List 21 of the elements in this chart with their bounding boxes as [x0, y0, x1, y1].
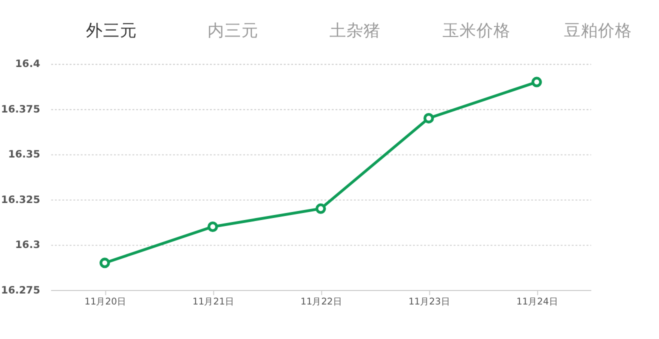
y-tick-label: 16.3 — [15, 240, 40, 252]
text: 内三元 — [208, 21, 259, 40]
x-tick-label: 11月21日 — [192, 296, 234, 308]
x-tick-label: 11月20日 — [84, 296, 126, 308]
y-tick-label: 16.35 — [8, 150, 40, 161]
x-tick-label: 11月23日 — [408, 296, 450, 308]
y-tick-label: 16.275 — [1, 285, 40, 296]
point — [423, 112, 434, 124]
point — [100, 258, 110, 268]
x-tick-label: 11月24日 — [516, 296, 558, 308]
y-tick-label: 16.325 — [1, 194, 40, 206]
point — [315, 203, 326, 214]
point — [531, 76, 542, 88]
text: 玉米价格 — [442, 21, 511, 40]
x-tick-label: 11月22日 — [300, 296, 342, 308]
text: 土杂猪 — [329, 21, 380, 40]
text: 外三元 — [86, 21, 138, 40]
point — [208, 222, 218, 232]
y-tick-label: 16.4 — [15, 59, 40, 70]
y-tick-label: 16.375 — [1, 104, 40, 116]
text: 豆粕价格 — [564, 21, 632, 40]
